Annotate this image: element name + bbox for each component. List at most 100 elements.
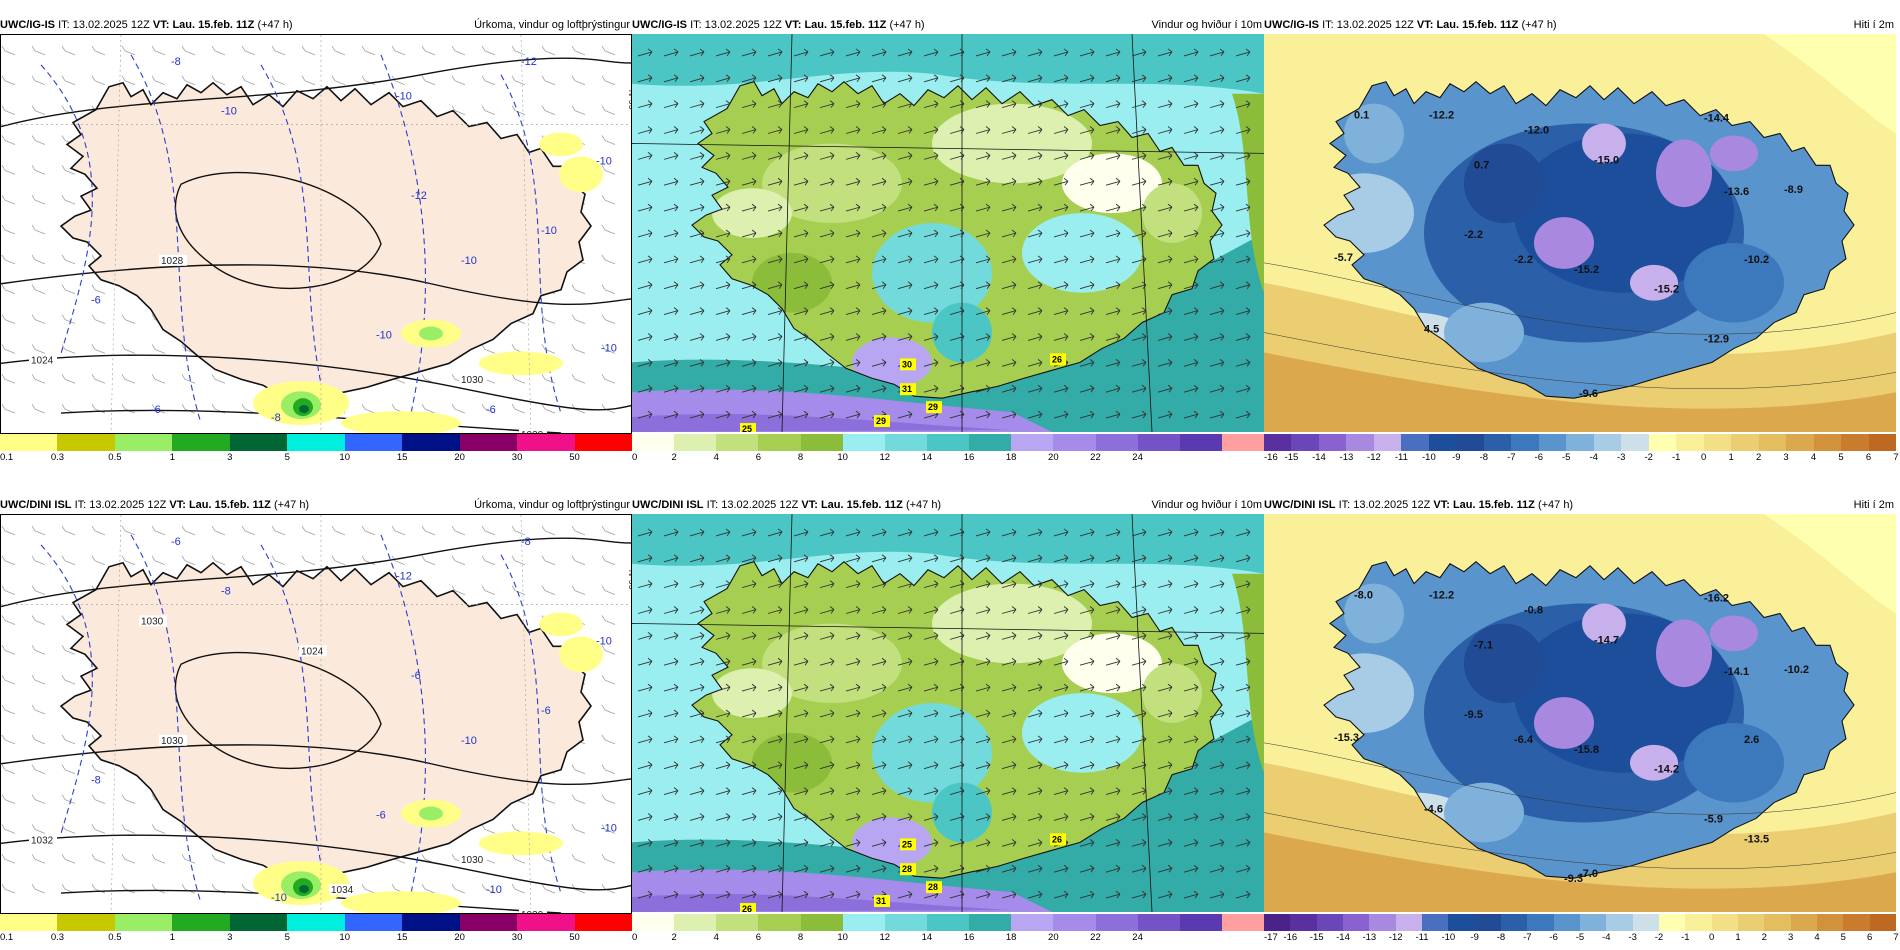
colorbar-swatches (0, 434, 632, 451)
colorbar-tick: 0 (1709, 932, 1715, 943)
temperature-value: -14.2 (1654, 764, 1679, 776)
panel-header: UWC/DINI ISL IT: 13.02.2025 12Z VT: Lau.… (632, 497, 1264, 513)
valid-time-label: VT: (1433, 499, 1450, 511)
colorbar-swatch (1758, 434, 1787, 451)
temperature-value: -9.3 (1564, 873, 1583, 885)
colorbar-swatch (459, 914, 518, 931)
temperature-value: 0.7 (1474, 159, 1489, 171)
valid-time: Lau. 15.feb. 11Z (1436, 19, 1519, 31)
model-name: UWC/IG-IS (1264, 19, 1319, 31)
precipitation-areas (253, 612, 603, 913)
colorbar-tick: 10 (837, 452, 848, 463)
colorbar-tick: 15 (396, 452, 408, 463)
colorbar-tick: 16 (963, 932, 975, 943)
panel-title: Úrkoma, vindur og loftþrýstingur (474, 19, 630, 31)
temperature-contour-label: -10 (396, 91, 412, 103)
colorbar-tick: -1 (1671, 452, 1681, 463)
issue-time-label: IT: (74, 499, 87, 511)
lead-time: (+47 h) (889, 19, 925, 31)
colorbar-swatch (574, 914, 632, 931)
colorbar-swatch (1483, 434, 1512, 451)
colorbar-swatch (1868, 434, 1897, 451)
panel-igis-temperature: UWC/IG-IS IT: 13.02.2025 12Z VT: Lau. 15… (1264, 17, 1899, 464)
colorbar-swatch (517, 914, 575, 931)
colorbar-swatch (758, 914, 801, 931)
colorbar-swatch (0, 914, 58, 931)
temperature-value: 2.6 (1744, 734, 1759, 746)
colorbar-swatch (57, 914, 115, 931)
colorbar-tick: -9 (1452, 452, 1461, 463)
temperature-contour-label: -12 (411, 190, 427, 202)
colorbar-swatches (1264, 434, 1897, 451)
colorbar-tick: -3 (1628, 932, 1637, 943)
colorbar-tick: 20 (1048, 932, 1059, 943)
temperature-value: -0.8 (1524, 605, 1543, 617)
panel-igis-wind: UWC/IG-IS IT: 13.02.2025 12Z VT: Lau. 15… (632, 17, 1265, 464)
colorbar-swatch (1869, 914, 1896, 931)
colorbar-swatch (842, 914, 885, 931)
colorbar-tick: 6 (1867, 932, 1873, 943)
colorbar-swatch (1790, 914, 1817, 931)
temperature-contour-label: -10 (541, 225, 557, 237)
temperature-contour-label: -10 (376, 329, 392, 341)
colorbar-swatch (402, 434, 460, 451)
colorbar-tick: 3 (1788, 932, 1794, 943)
temperature-value: -12.9 (1704, 333, 1729, 345)
colorbar-swatch (1179, 914, 1222, 931)
colorbar-tick: -10 (1421, 452, 1436, 463)
colorbar: -16 -15 -14 -13 -12 -11 -10 -9 -8 -7 -6 -5 -4 -3 -2 -1 0… (1264, 434, 1899, 464)
temperature-value: -15.3 (1334, 732, 1359, 744)
temperature-value: -6.4 (1514, 734, 1534, 746)
colorbar-swatch (172, 434, 230, 451)
temperature-contour-label: -6 (91, 295, 101, 307)
colorbar-swatch (674, 914, 717, 931)
temperature-value: -7.0 (1579, 868, 1598, 880)
colorbar-swatch (758, 434, 801, 451)
colorbar-tick: -15 (1284, 452, 1299, 463)
colorbar-tick: 0.1 (0, 452, 14, 463)
colorbar-swatch (1711, 914, 1738, 931)
map-svg: 0.1 -12.2 0.7 -12.0 -15.0 -14.4 -13.6 -8.9 -2.2 -… (1264, 34, 1896, 432)
colorbar-swatch (1342, 914, 1370, 931)
colorbar-tick: -7 (1507, 452, 1516, 463)
panel-dini-wind: UWC/DINI ISL IT: 13.02.2025 12Z VT: Lau.… (632, 497, 1265, 944)
colorbar-tick: 1 (169, 932, 176, 943)
colorbar-swatch (1632, 914, 1659, 931)
colorbar-swatch (1593, 434, 1622, 451)
latitude-label: N°99 (627, 90, 632, 110)
coastline (1323, 561, 1855, 879)
issue-time: 13.02.2025 12Z (1336, 19, 1414, 31)
temperature-contour-label: -10 (596, 635, 612, 647)
temperature-contour-label: -10 (461, 255, 477, 267)
colorbar-tick: 3 (227, 452, 233, 463)
isobar-label: 1030 (461, 855, 484, 866)
map-canvas: -8.0 -12.2 -7.1 -0.8 -14.7 -16.2 -14.1 -10.2 -9.… (1264, 514, 1896, 914)
isobar-label: 1030 (161, 736, 184, 747)
colorbar-tick: 18 (1005, 452, 1017, 463)
colorbar-swatch (800, 434, 843, 451)
colorbar-swatch (574, 434, 632, 451)
issue-time-label: IT: (706, 499, 719, 511)
colorbar-swatch (1566, 434, 1594, 451)
colorbar-tick: -5 (1575, 932, 1585, 943)
gust-label: 26 (742, 904, 752, 912)
temperature-field (1264, 514, 1896, 912)
temperature-value: -2.2 (1514, 254, 1533, 266)
colorbar-tick: 15 (396, 932, 408, 943)
colorbar-tick: 24 (1132, 932, 1143, 943)
colorbar-swatch (114, 914, 173, 931)
colorbar-swatch (1527, 914, 1554, 931)
colorbar-ticks: 0.1 0.3 0.5 1 3 5 10 15 20 30 50 (0, 451, 632, 464)
temperature-value: -12.2 (1429, 590, 1454, 602)
colorbar-tick: 1 (169, 452, 176, 463)
colorbar-tick: -9 (1470, 932, 1479, 943)
issue-time-label: IT: (1322, 19, 1334, 31)
colorbar-swatch (1346, 434, 1374, 451)
colorbar-swatch (1291, 434, 1319, 451)
precipitation-areas (253, 132, 603, 433)
wind-speed-field (632, 34, 1264, 432)
issue-time-label: IT: (690, 19, 702, 31)
panel-dini-precipitation: UWC/DINI ISL IT: 13.02.2025 12Z VT: Lau.… (0, 497, 632, 944)
colorbar-swatch (1456, 434, 1484, 451)
colorbar-tick: 6 (755, 452, 762, 463)
